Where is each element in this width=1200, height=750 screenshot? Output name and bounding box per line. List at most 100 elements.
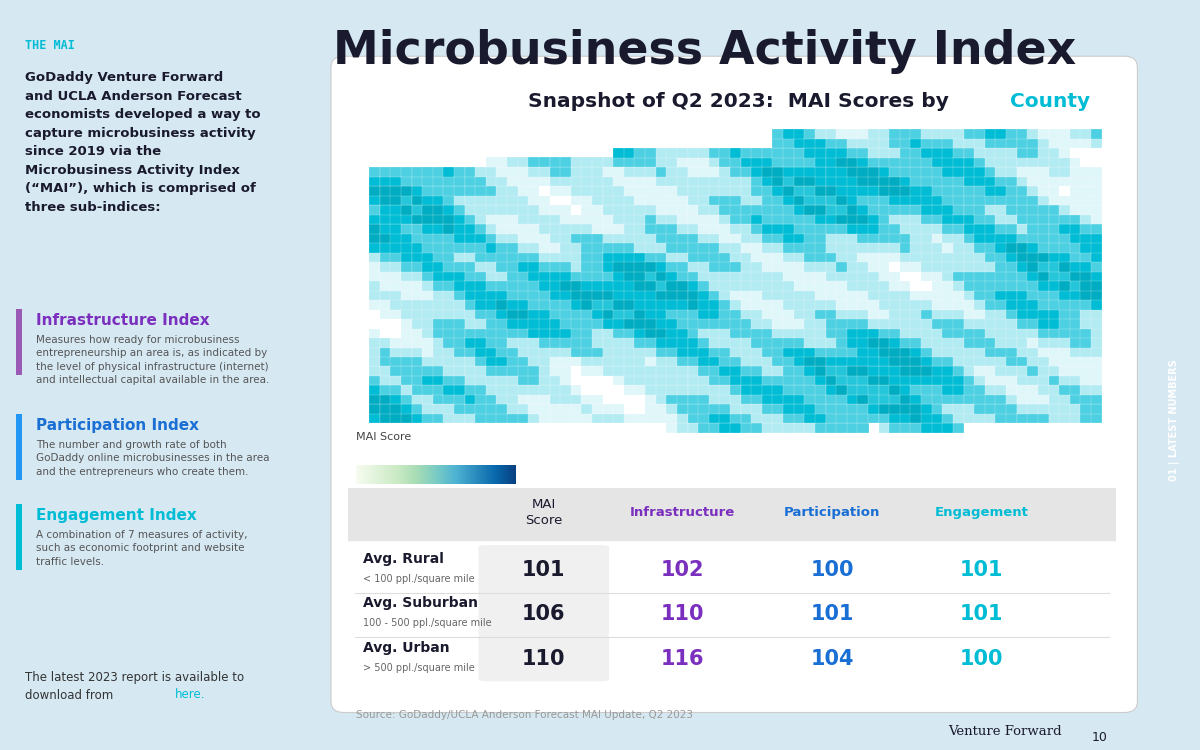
Bar — [922, 138, 932, 148]
Bar — [422, 375, 433, 386]
Bar — [931, 346, 943, 357]
Bar — [677, 280, 689, 290]
Bar — [815, 318, 827, 328]
Bar — [508, 309, 518, 319]
Bar — [942, 242, 954, 253]
Bar — [847, 185, 858, 196]
Bar — [889, 262, 901, 272]
Bar — [1006, 148, 1018, 158]
Bar — [709, 309, 720, 319]
Bar — [666, 176, 678, 186]
Bar — [922, 346, 932, 357]
Bar — [613, 375, 625, 386]
Bar — [878, 224, 890, 234]
Bar — [454, 224, 466, 234]
Bar — [475, 271, 487, 281]
Bar — [508, 252, 518, 262]
Bar — [858, 299, 869, 310]
Bar — [422, 290, 433, 300]
Bar — [486, 318, 497, 328]
Bar — [900, 346, 911, 357]
Bar — [953, 338, 965, 347]
Bar — [1027, 129, 1039, 139]
Bar — [709, 394, 720, 404]
Bar — [762, 214, 773, 224]
Bar — [964, 271, 976, 281]
Bar — [379, 252, 391, 262]
Bar — [379, 205, 391, 214]
Bar — [528, 242, 540, 253]
Bar — [508, 338, 518, 347]
Bar — [613, 394, 625, 404]
Bar — [401, 375, 413, 386]
Bar — [964, 176, 976, 186]
Bar — [878, 195, 890, 206]
Bar — [655, 148, 667, 158]
Bar — [602, 346, 614, 357]
Bar — [942, 366, 954, 376]
Bar — [953, 404, 965, 414]
Bar — [922, 233, 932, 243]
Bar — [1038, 262, 1049, 272]
Bar — [1006, 166, 1018, 177]
Bar — [592, 166, 604, 177]
Bar — [412, 394, 422, 404]
Bar — [878, 346, 890, 357]
Bar — [602, 214, 614, 224]
Bar — [826, 366, 838, 376]
Bar — [613, 404, 625, 414]
Bar — [826, 271, 838, 281]
Bar — [613, 309, 625, 319]
Bar — [1038, 185, 1049, 196]
Bar — [773, 138, 784, 148]
Bar — [698, 271, 709, 281]
Bar — [793, 299, 805, 310]
Bar — [804, 328, 816, 338]
Bar — [486, 280, 497, 290]
Bar — [571, 375, 582, 386]
Bar — [539, 385, 551, 395]
Bar — [985, 385, 996, 395]
Bar — [900, 233, 911, 243]
Bar — [613, 299, 625, 310]
Bar — [974, 195, 985, 206]
Bar — [1080, 299, 1092, 310]
Bar — [1016, 271, 1028, 281]
Bar — [433, 185, 444, 196]
Bar — [486, 346, 497, 357]
Bar — [602, 299, 614, 310]
Bar — [497, 205, 508, 214]
Bar — [1038, 176, 1049, 186]
Bar — [602, 385, 614, 395]
Text: Infrastructure Index: Infrastructure Index — [36, 313, 209, 328]
Bar — [847, 299, 858, 310]
Bar — [613, 224, 625, 234]
Bar — [635, 280, 646, 290]
Bar — [390, 366, 402, 376]
Bar — [655, 346, 667, 357]
Bar — [784, 224, 794, 234]
Bar — [1027, 148, 1039, 158]
Bar — [592, 309, 604, 319]
Bar — [719, 404, 731, 414]
Bar — [953, 176, 965, 186]
Bar — [826, 280, 838, 290]
Bar — [974, 404, 985, 414]
Bar — [953, 233, 965, 243]
Bar — [889, 328, 901, 338]
Bar — [422, 404, 433, 414]
Bar — [709, 422, 720, 433]
Bar — [1027, 242, 1039, 253]
Bar — [517, 166, 529, 177]
Bar — [931, 129, 943, 139]
Bar — [433, 262, 444, 272]
Bar — [878, 148, 890, 158]
Bar — [517, 224, 529, 234]
Bar — [486, 205, 497, 214]
Bar — [1006, 176, 1018, 186]
Bar — [390, 176, 402, 186]
Bar — [379, 299, 391, 310]
Bar — [539, 404, 551, 414]
Bar — [740, 309, 752, 319]
Bar — [655, 205, 667, 214]
